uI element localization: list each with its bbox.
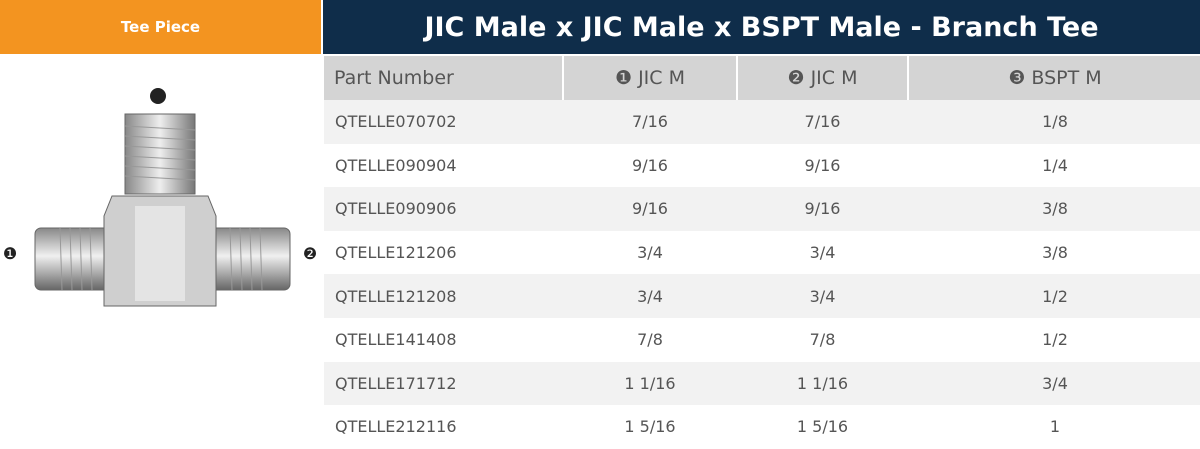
table-row: QTELLE212116 1 5/16 1 5/16 1 [324,405,1200,449]
table-cell: 3/4 [637,243,663,263]
panel-title: Tee Piece [0,0,321,54]
table-cell: 1/4 [1042,155,1068,175]
table-row: QTELLE121208 3/4 3/4 1/2 [324,274,1200,318]
table-row: QTELLE171712 1 1/16 1 1/16 3/4 [324,361,1200,406]
table-cell: QTELLE141408 [335,330,457,350]
table-cell: 1 [1049,417,1061,437]
table-cell: 3/8 [908,187,1200,231]
column-header: Part Number [324,56,563,100]
table-cell: 3/4 [737,274,908,318]
column-header: ❸ BSPT M [907,56,1200,100]
table-cell: 1 5/16 [624,417,676,437]
table-row: QTELLE090904 9/16 9/16 1/4 [324,144,1200,188]
table-row: QTELLE121206 3/4 3/4 3/8 [324,231,1200,275]
table-cell: QTELLE121208 [324,274,563,318]
table-cell: QTELLE070702 [324,100,563,144]
table-cell: 3/8 [1042,243,1068,263]
column-header: ❶ JIC M [562,56,737,100]
table-cell: 3/4 [809,243,836,263]
table-cell: QTELLE121206 [335,243,457,263]
fitting-image: ❸ ❶ ❷ [3,85,317,307]
table-cell: 9/16 [804,155,841,175]
table-cell: 9/16 [632,155,668,175]
table-row: QTELLE070702 7/16 7/16 1/8 [324,100,1200,144]
table-row: QTELLE090906 9/16 9/16 3/8 [324,187,1200,231]
table-cell: 9/16 [563,187,737,231]
table-cell: QTELLE090904 [335,155,457,175]
callout-label: ❸ [151,85,165,104]
table-cell: 1 5/16 [796,417,849,437]
table-cell: 3/4 [563,274,737,318]
table-cell: 3/4 [908,361,1200,406]
table-row: QTELLE141408 7/8 7/8 1/2 [324,318,1200,362]
table-cell: QTELLE212116 [335,417,457,437]
table-cell: 1 1/16 [563,361,737,406]
callout-marker [150,88,166,104]
table-cell: 1/8 [908,100,1200,144]
callout-label: ❶ [3,244,17,263]
table-cell: QTELLE171712 [324,361,563,406]
table-cell: 7/16 [737,100,908,144]
table-cell: QTELLE090906 [324,187,563,231]
table-cell: 1/2 [908,274,1200,318]
page-title: JIC Male x JIC Male x BSPT Male - Branch… [323,0,1200,54]
callout-label: ❷ [303,244,317,263]
table-cell: 7/8 [809,330,836,350]
table-cell: 7/16 [563,100,737,144]
table-cell: 1/2 [1042,330,1068,350]
table-cell: 1 1/16 [737,361,908,406]
table-cell: 9/16 [737,187,908,231]
table-cell: 7/8 [637,330,663,350]
column-header: ❷ JIC M [736,56,908,100]
